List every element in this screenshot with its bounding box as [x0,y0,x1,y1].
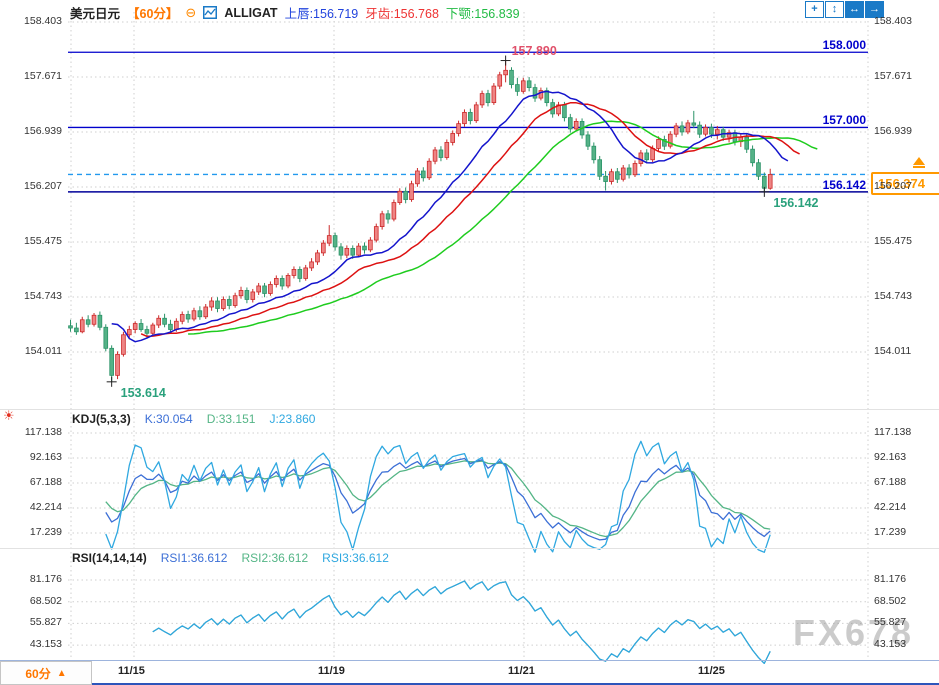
current-price-box: 156.374 [871,172,939,195]
indicator-settings-sun-icon[interactable]: ☀ [3,408,15,423]
y-axis-label: 157.671 [24,70,62,82]
y-axis-label: 155.475 [874,235,912,247]
pan-right-icon[interactable]: → [865,1,884,18]
y-axis-label: 156.207 [24,180,62,192]
y-axis-label: 156.939 [24,125,62,137]
timeframe-label: 【60分】 [127,7,179,21]
y-axis-label: 81.176 [29,573,62,585]
y-axis-label: 154.743 [874,290,912,302]
watermark: FX678 [793,612,915,653]
chart-header: 美元日元 【60分】 ⊖ ALLIGAT 上唇:156.719 牙齿:156.7… [70,3,520,22]
kdj-d-value: D:33.151 [206,412,256,426]
y-axis-label: 42.214 [874,501,907,513]
x-axis-date: 11/25 [698,665,725,677]
rsi-header: RSI(14,14,14) RSI1:36.612 RSI2:36.612 RS… [72,551,389,565]
y-axis-label: 92.163 [29,451,62,463]
y-axis-label: 154.011 [24,345,62,357]
y-axis-label: 155.475 [24,235,62,247]
kdj-title: KDJ(5,3,3) [72,412,131,426]
timeframe-selector[interactable]: 60分 ▲ [0,661,92,685]
x-axis-date: 11/19 [318,665,345,677]
level-label: 157.000 [822,113,866,128]
panel-separator [0,409,939,410]
x-axis-date: 11/21 [508,665,535,677]
y-axis-label: 92.163 [874,451,907,463]
y-axis-label: 117.138 [24,426,62,438]
y-axis-label: 67.188 [29,476,62,488]
timeframe-up-triangle-icon: ▲ [56,667,67,679]
zoom-vertical-icon[interactable]: ↕ [825,1,844,18]
price-up-arrow-icon[interactable] [913,157,925,168]
level-label: 156.142 [822,177,866,192]
rsi2-value: RSI2:36.612 [241,551,309,565]
rsi3-value: RSI3:36.612 [322,551,389,565]
y-axis-label: 158.403 [874,15,912,27]
alligator-lips-value: 上唇:156.719 [284,7,359,21]
window-bottom-border [0,683,939,685]
indicator-name: ALLIGAT [224,5,278,20]
price-annotation: 157.890 [511,43,557,58]
x-axis-date: 11/15 [118,665,145,677]
y-axis-label: 154.743 [24,290,62,302]
y-axis-label: 67.188 [874,476,907,488]
y-axis-label: 55.827 [874,616,907,629]
y-axis-label: 55.827 [29,616,62,629]
panel-separator [0,548,939,549]
price-annotation: 156.142 [773,195,819,210]
kdj-k-value: K:30.054 [144,412,193,426]
date-axis-border [0,660,939,661]
y-axis-label: 157.671 [874,70,912,82]
y-axis-label: 117.138 [874,426,912,438]
y-axis-label: 43.153 [29,638,62,651]
kdj-j-value: J:23.860 [269,412,316,426]
rsi1-value: RSI1:36.612 [160,551,228,565]
timeframe-selector-label: 60分 [25,666,51,681]
alligator-jaw-value: 下颚:156.839 [445,7,520,21]
crosshair-icon[interactable]: + [805,1,824,18]
y-axis-label: 68.502 [29,594,62,607]
collapse-icon[interactable]: ⊖ [185,4,197,20]
price-annotation: 153.614 [120,385,166,400]
y-axis-label: 81.176 [874,573,907,585]
y-axis-label: 43.153 [874,638,907,651]
y-axis-label: 17.239 [874,526,907,538]
symbol-title: 美元日元 [70,7,121,21]
zoom-horizontal-icon[interactable]: ↔ [845,1,864,18]
rsi-title: RSI(14,14,14) [72,551,147,565]
y-axis-label: 156.207 [874,180,912,192]
y-axis-label: 158.403 [24,15,62,27]
y-axis-label: 154.011 [874,345,912,357]
candlestick-chart-icon[interactable] [203,6,218,19]
kdj-header: KDJ(5,3,3) K:30.054 D:33.151 J:23.860 [72,412,315,426]
y-axis-label: 17.239 [29,526,62,538]
level-label: 158.000 [822,38,866,53]
alligator-teeth-value: 牙齿:156.768 [365,7,439,21]
y-axis-label: 42.214 [29,501,62,513]
y-axis-label: 68.502 [874,594,907,607]
y-axis-label: 156.939 [874,125,912,137]
chart-toolbar: + ↕ ↔ → [804,1,884,18]
